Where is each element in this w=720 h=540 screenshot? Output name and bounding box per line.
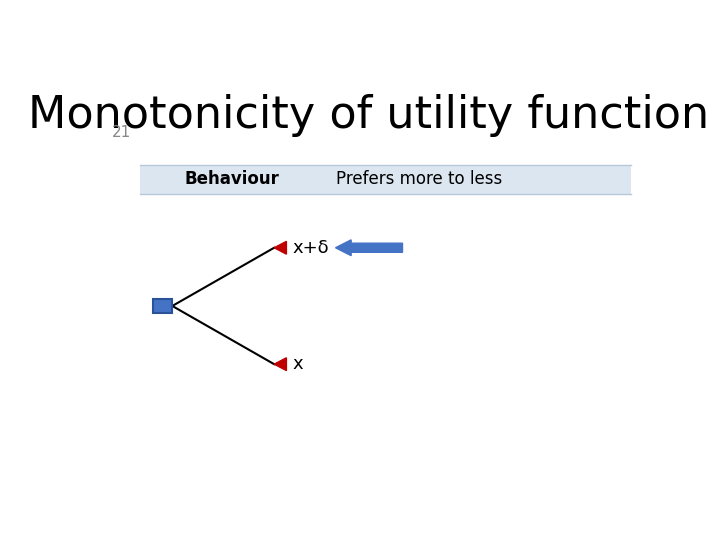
Bar	[153, 299, 172, 313]
Text: x: x	[292, 355, 302, 373]
Polygon shape	[274, 241, 287, 254]
Text: Monotonicity of utility function: Monotonicity of utility function	[28, 94, 710, 137]
Bar	[140, 165, 631, 194]
Text: Behaviour: Behaviour	[185, 170, 280, 188]
FancyArrow shape	[336, 240, 402, 255]
Text: Prefers more to less: Prefers more to less	[336, 170, 502, 188]
Polygon shape	[274, 358, 287, 370]
Text: x+δ: x+δ	[292, 239, 328, 256]
Text: 21: 21	[112, 125, 132, 140]
